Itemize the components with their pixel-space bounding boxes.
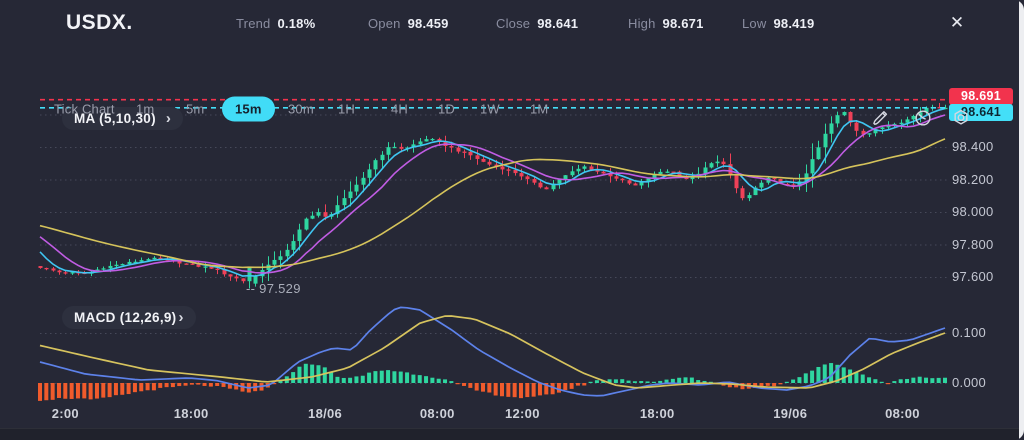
price-axis-label: 98.200 <box>952 171 994 187</box>
price-axis-label: 98.000 <box>952 204 994 219</box>
ma-indicator-pill[interactable]: MA (5,10,30) › <box>62 107 184 130</box>
timeframe-toolbar: Tick Chart 1m 5m 15m 30m 1H 4H 1D 1W 1M <box>0 48 1024 126</box>
stat-value: 98.671 <box>662 16 704 31</box>
macd-label: MACD (12,26,9) <box>74 310 177 325</box>
stat-label: Close <box>496 16 531 31</box>
stat-label: High <box>628 16 656 31</box>
timeframe-1d[interactable]: 1D <box>436 98 457 121</box>
symbol-title: USDX. <box>66 11 133 34</box>
stat-value: 98.641 <box>537 16 579 31</box>
close-icon[interactable]: ✕ <box>944 10 970 36</box>
price-badge: 98.691 <box>949 87 1013 105</box>
stat-low: Low 98.419 <box>742 16 814 31</box>
edit-icon[interactable] <box>870 108 892 130</box>
macd-axis-label: 0.000 <box>952 375 987 390</box>
time-axis-label[interactable]: 08:00 <box>419 406 455 421</box>
timeframe-1m[interactable]: 1M <box>528 98 550 121</box>
stat-trend: Trend 0.18% <box>236 16 315 31</box>
bottom-strip <box>0 428 1024 440</box>
time-axis-label[interactable]: 19/06 <box>773 406 808 421</box>
stat-high: High 98.671 <box>628 16 704 31</box>
timeframe-1m[interactable]: 1m <box>134 98 156 121</box>
time-axis-label[interactable]: 18/06 <box>308 406 343 421</box>
time-axis-label[interactable]: 2:00 <box>51 406 79 421</box>
macd-indicator-pill[interactable]: MACD (12,26,9) › <box>62 306 196 329</box>
timeframe-15m[interactable]: 15m <box>222 96 275 122</box>
timeframe-1w[interactable]: 1W <box>478 98 502 121</box>
macd-axis-label: 0.100 <box>952 325 987 340</box>
time-axis-label[interactable]: 18:00 <box>173 406 209 421</box>
chevron-right-icon: › <box>165 110 172 127</box>
stat-label: Low <box>742 16 767 31</box>
chart-header: USDX. Trend 0.18% Open 98.459 Close 98.641 Hig… <box>0 0 1024 48</box>
timeframe-30m[interactable]: 30m <box>286 98 316 121</box>
stat-value: 0.18% <box>277 16 316 31</box>
stat-close: Close 98.641 <box>496 16 578 31</box>
time-axis-label[interactable]: 12:00 <box>504 406 540 421</box>
stat-open: Open 98.459 <box>368 16 449 31</box>
stat-label: Open <box>368 16 401 31</box>
low-price-annotation: -- 97.529 <box>246 281 301 296</box>
chevron-right-icon: › <box>178 309 184 326</box>
history-icon[interactable] <box>912 108 934 130</box>
stat-value: 98.419 <box>773 16 815 31</box>
timeframe-tick-chart[interactable]: Tick Chart <box>52 98 117 121</box>
time-axis-label[interactable]: 08:00 <box>885 406 920 421</box>
price-axis-label: 98.400 <box>952 139 994 154</box>
timeframe-5m[interactable]: 5m <box>184 98 206 121</box>
ma-label: MA (5,10,30) <box>74 111 156 126</box>
price-axis-label: 97.600 <box>952 269 994 284</box>
page-background-edge <box>1019 0 1024 440</box>
timeframe-1h[interactable]: 1H <box>336 98 357 121</box>
time-axis-label[interactable]: 18:00 <box>639 406 675 421</box>
stat-value: 98.459 <box>407 16 449 31</box>
stat-label: Trend <box>236 16 271 31</box>
timeframe-4h[interactable]: 4H <box>389 98 410 121</box>
settings-icon[interactable] <box>950 108 972 130</box>
price-axis-label: 97.800 <box>952 236 994 252</box>
price-badge: 98.641 <box>949 103 1013 121</box>
